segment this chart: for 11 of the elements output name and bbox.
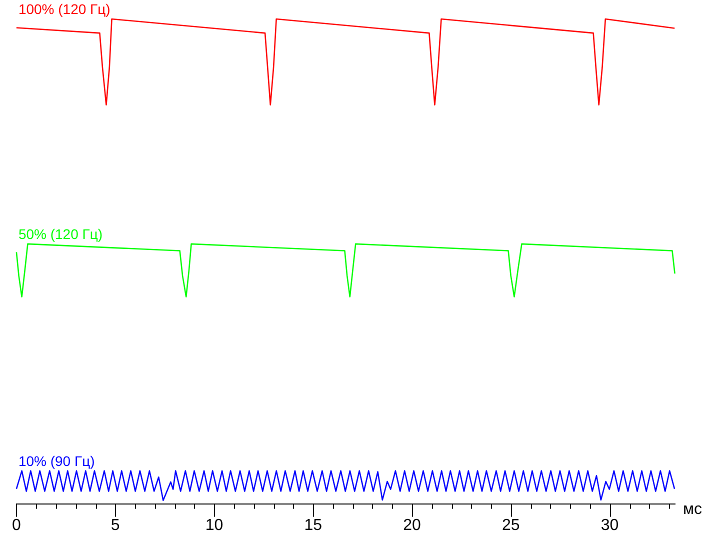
- x-tick-label: 0: [12, 516, 21, 534]
- series-label: 100% (120 Гц): [18, 1, 110, 17]
- x-tick-label: 25: [502, 516, 520, 534]
- x-tick-label: 10: [205, 516, 224, 534]
- x-tick-label: 5: [110, 516, 120, 534]
- x-tick-label: 20: [403, 516, 421, 534]
- series-label: 50% (120 Гц): [18, 226, 103, 242]
- x-tick-label: 15: [304, 516, 322, 534]
- x-tick-label: 30: [600, 516, 619, 534]
- x-axis-title: мс: [683, 501, 702, 518]
- series-label: 10% (90 Гц): [18, 452, 95, 469]
